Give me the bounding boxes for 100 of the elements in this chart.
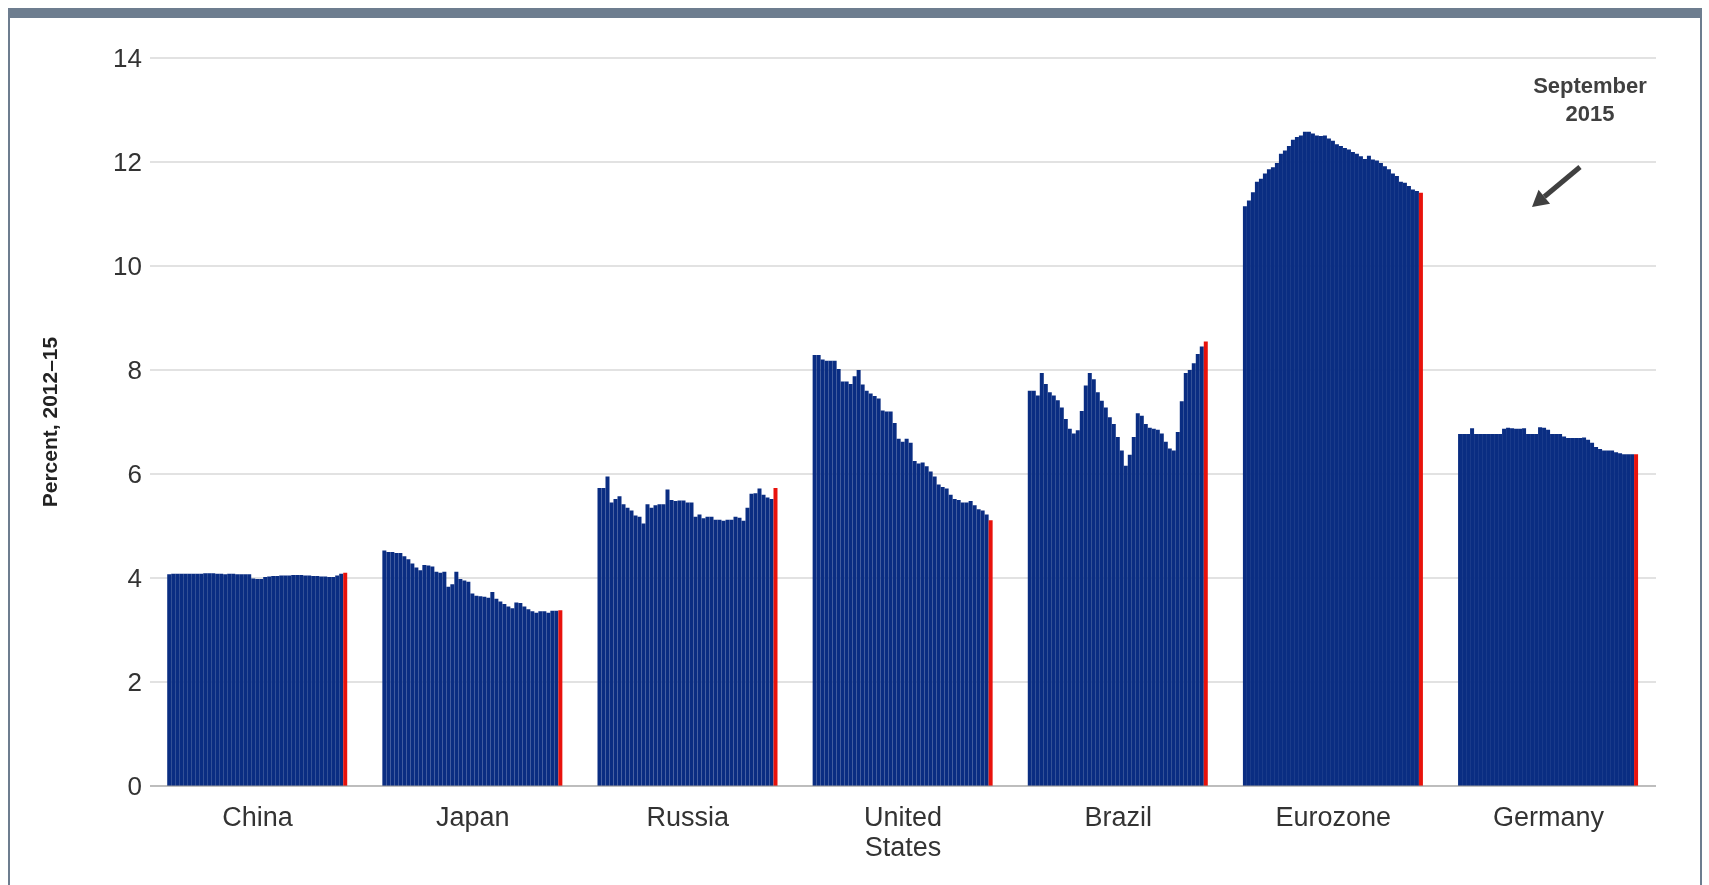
bar <box>1370 159 1375 786</box>
bar <box>1310 133 1315 786</box>
bar <box>434 571 439 786</box>
bar <box>605 476 610 786</box>
bar <box>649 507 654 786</box>
bar <box>251 578 256 786</box>
bar <box>1338 145 1343 786</box>
bar <box>944 488 949 786</box>
bar <box>1574 438 1579 786</box>
x-tick-label: Russia <box>646 802 731 832</box>
bar <box>737 517 742 786</box>
bar <box>175 573 180 786</box>
bar <box>1318 136 1323 786</box>
bar <box>988 520 993 786</box>
bar <box>884 411 889 786</box>
bar <box>1071 433 1076 786</box>
bar <box>414 567 419 786</box>
bar <box>343 572 348 786</box>
bar <box>653 505 658 786</box>
bar <box>1478 433 1483 786</box>
bar <box>514 602 519 786</box>
bar <box>1518 428 1523 786</box>
bar <box>538 611 543 786</box>
bar <box>1306 131 1311 786</box>
bar <box>1151 428 1156 786</box>
bar <box>1558 433 1563 786</box>
bar <box>1470 428 1475 786</box>
bar <box>1266 169 1271 786</box>
bar <box>1282 150 1287 786</box>
bar <box>1570 438 1575 786</box>
bar <box>1538 427 1543 786</box>
bar <box>1334 144 1339 786</box>
bar <box>1135 413 1140 786</box>
bar <box>462 580 467 786</box>
bar <box>259 579 264 786</box>
x-tick-label: China <box>222 802 294 832</box>
bar <box>824 360 829 786</box>
bar <box>1199 346 1204 786</box>
bar <box>613 498 618 786</box>
bar <box>733 516 738 786</box>
bar <box>984 514 989 786</box>
bar <box>263 576 268 786</box>
x-tick-label: Japan <box>435 802 510 832</box>
bar <box>247 574 252 786</box>
bar <box>980 510 985 786</box>
bar <box>1366 155 1371 786</box>
bar <box>1342 147 1347 786</box>
bar <box>1155 429 1160 786</box>
bar <box>1350 152 1355 786</box>
y-tick-label: 6 <box>127 459 142 490</box>
bar <box>211 573 216 786</box>
bar <box>171 573 176 786</box>
bar <box>522 606 527 786</box>
bar <box>1254 181 1259 786</box>
bar <box>255 579 260 786</box>
bar <box>769 498 774 786</box>
bar <box>685 502 690 786</box>
bar <box>1362 158 1367 786</box>
bar <box>1402 182 1407 786</box>
bar <box>1522 428 1527 786</box>
bar <box>1514 428 1519 786</box>
bar <box>1270 167 1275 786</box>
bar <box>717 519 722 786</box>
bar <box>637 516 642 786</box>
bar <box>1039 373 1044 786</box>
bar <box>478 596 483 786</box>
bar <box>335 575 340 786</box>
bar <box>390 552 395 786</box>
bar <box>1542 427 1547 786</box>
bar <box>406 559 411 786</box>
bar <box>1147 427 1152 786</box>
bar <box>629 510 634 786</box>
bar <box>438 572 443 786</box>
x-tick-label: United States <box>863 802 943 862</box>
bar <box>1490 433 1495 786</box>
bar <box>832 360 837 786</box>
annotation: September 2015 <box>1533 73 1648 126</box>
bar <box>956 500 961 786</box>
bar <box>1602 450 1607 786</box>
bar <box>1394 176 1399 786</box>
bar <box>828 360 833 786</box>
bar <box>1414 191 1419 786</box>
bar <box>546 612 551 786</box>
bar <box>239 574 244 786</box>
bar <box>1354 153 1359 786</box>
bar <box>645 504 650 786</box>
bar <box>199 573 204 786</box>
bar <box>960 502 965 786</box>
bar <box>442 571 447 786</box>
bar <box>187 573 192 786</box>
bar <box>1486 433 1491 786</box>
bar <box>183 573 188 786</box>
bar <box>1298 135 1303 786</box>
bar <box>1051 395 1056 786</box>
bar <box>291 574 296 786</box>
bar <box>1546 429 1551 786</box>
bar <box>331 576 336 786</box>
bar <box>721 520 726 786</box>
bar <box>482 596 487 786</box>
bar <box>167 574 172 786</box>
